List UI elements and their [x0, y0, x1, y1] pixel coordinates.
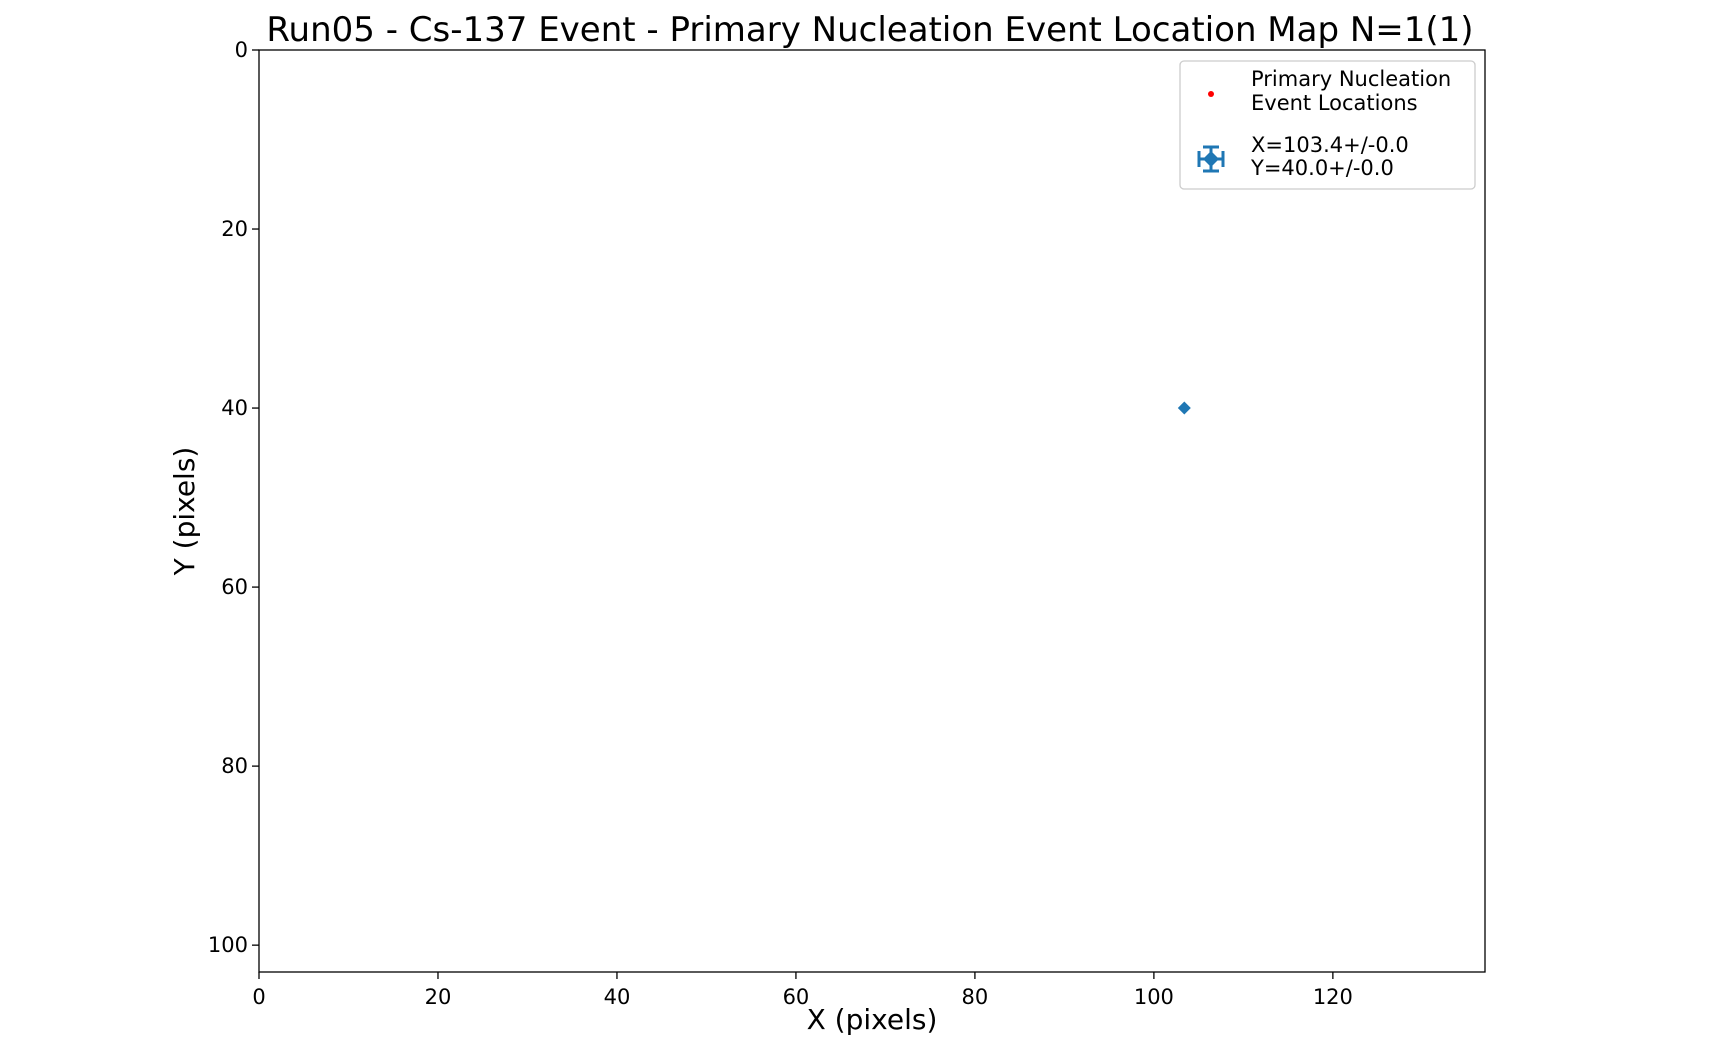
- x-tick-label: 20: [425, 985, 452, 1009]
- x-tick-label: 80: [962, 985, 989, 1009]
- y-tick-label: 60: [221, 575, 248, 599]
- legend-entry-2-line2: Y=40.0+/-0.0: [1250, 156, 1394, 180]
- legend-entry-1-line1: Primary Nucleation: [1251, 67, 1451, 91]
- legend-marker-diamond-errorbar: [1197, 145, 1225, 173]
- y-tick-label: 100: [208, 933, 248, 957]
- y-tick-label: 80: [221, 754, 248, 778]
- legend-box: [1179, 60, 1476, 190]
- y-axis-label: Y (pixels): [168, 447, 201, 577]
- x-axis-label: X (pixels): [807, 1003, 938, 1036]
- y-tick-label: 0: [235, 38, 248, 62]
- x-tick-label: 60: [783, 985, 810, 1009]
- plot-area: [258, 49, 1486, 973]
- data-point: [1177, 401, 1191, 415]
- x-tick-label: 100: [1134, 985, 1174, 1009]
- y-tick-label: 40: [221, 396, 248, 420]
- legend-marker-red-dot: [1208, 91, 1214, 97]
- chart-title: Run05 - Cs-137 Event - Primary Nucleatio…: [266, 10, 1473, 50]
- x-tick-label: 40: [604, 985, 631, 1009]
- x-tick-label: 0: [252, 985, 265, 1009]
- y-axis-ticks: 0 20 40 60 80 100: [208, 38, 259, 957]
- legend-entry-1-line2: Event Locations: [1251, 91, 1418, 115]
- legend-entry-2-line1: X=103.4+/-0.0: [1251, 133, 1409, 157]
- data-points: [1177, 401, 1191, 415]
- y-tick-label: 20: [221, 217, 248, 241]
- x-axis-ticks: 0 20 40 60 80 100 120: [252, 972, 1353, 1009]
- legend: Primary Nucleation Event Locations X=103…: [1179, 60, 1476, 190]
- x-tick-label: 120: [1313, 985, 1353, 1009]
